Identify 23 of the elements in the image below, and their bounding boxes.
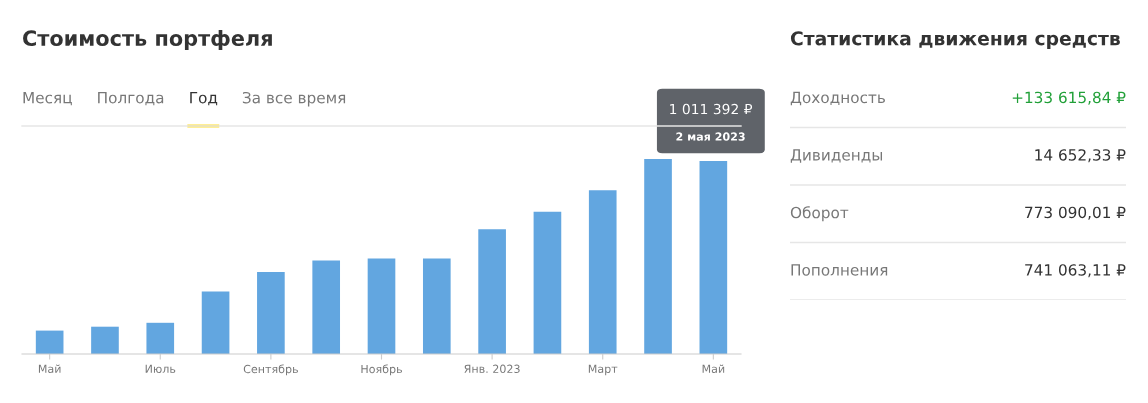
x-tick-label: Март xyxy=(588,364,618,376)
x-tick-label: Янв. 2023 xyxy=(464,364,520,374)
text: 1 011 392 ₽ xyxy=(670,103,753,115)
category-label: Пополнения xyxy=(791,264,888,276)
text: 2 мая 2023 xyxy=(676,132,745,141)
text: Полгода xyxy=(98,92,164,106)
data-label: 773 090,01 ₽ xyxy=(1025,206,1126,220)
x-tick-label: Май xyxy=(38,364,61,374)
x-tick-label: Ноябрь xyxy=(361,364,402,376)
text: Год xyxy=(190,92,218,106)
category-label: Доходность xyxy=(790,91,885,106)
x-tick-label: Май xyxy=(702,364,725,374)
x-tick-label: Сентябрь xyxy=(243,364,298,376)
data-label: 14 652,33 ₽ xyxy=(1035,149,1126,163)
data-label: 741 063,11 ₽ xyxy=(1025,264,1126,278)
category-label: Оборот xyxy=(790,206,849,222)
category-label: Дивиденды xyxy=(790,149,883,163)
text: Месяц xyxy=(23,92,72,106)
text: За все время xyxy=(242,91,346,107)
text: Статистика движения средств xyxy=(790,31,1120,50)
data-label: +133 615,84 ₽ xyxy=(1012,91,1126,105)
x-tick-label: Июль xyxy=(145,364,176,374)
chart-title: Стоимость портфеля xyxy=(23,29,272,51)
